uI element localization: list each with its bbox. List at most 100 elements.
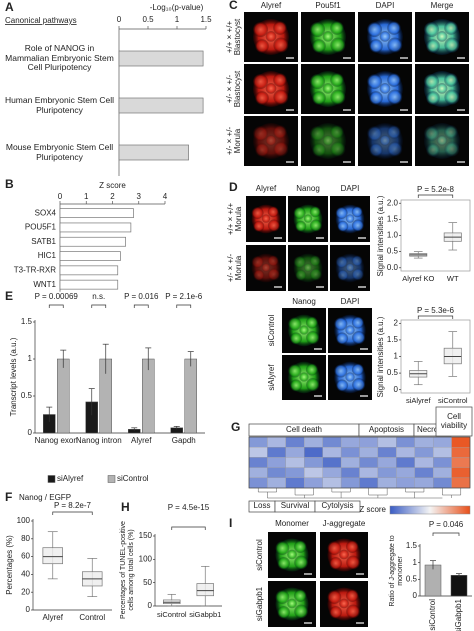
annotation: P = 4.5e-15 — [168, 503, 210, 512]
micrograph-cell — [305, 363, 318, 376]
micrograph-cell — [444, 37, 460, 53]
micrograph-cell — [387, 73, 401, 87]
group-label-box: Cytolysis — [321, 501, 353, 510]
micrograph-cell — [255, 91, 269, 105]
x-tick-label: 4 — [163, 192, 168, 201]
group-label: Survival — [280, 501, 310, 511]
micrograph-cell — [273, 125, 287, 139]
micrograph-cell — [345, 214, 355, 223]
y-tick-label: 150 — [139, 531, 153, 540]
micrograph-cell — [312, 39, 326, 53]
y-tick-label: 0 — [394, 385, 399, 394]
y-tick-label: 1.5 — [21, 317, 33, 326]
y-tick-label: T3-TR-RXR — [14, 265, 56, 274]
y-tick-label: 20 — [21, 587, 30, 596]
group-label-box: Loss — [254, 501, 271, 510]
heatmap-cell — [414, 467, 434, 478]
heatmap-cell — [267, 477, 286, 489]
micrograph-cell — [288, 364, 302, 378]
heatmap-cell — [433, 447, 452, 458]
heatmap-cell — [322, 477, 342, 489]
heatmap-cell — [285, 447, 305, 458]
x-tick-label-box: siControl — [438, 397, 468, 405]
heatmap-cell — [322, 467, 342, 478]
micrograph-cell — [273, 21, 287, 35]
y-tick-label: Mouse Embryonic Stem Cell Pluripotency — [5, 142, 114, 162]
micrograph-cell — [309, 73, 326, 90]
heatmap-cell — [304, 447, 323, 458]
heatmap-cell — [451, 467, 471, 478]
micrograph-cell — [293, 540, 307, 554]
micrograph-cell — [273, 89, 289, 105]
x-tick-label: 1 — [84, 192, 89, 201]
micrograph-cell — [369, 91, 383, 105]
micrograph-cell — [329, 605, 343, 619]
group-box — [314, 500, 361, 513]
micrograph-cell — [309, 125, 326, 142]
x-tick-label: Alyref — [131, 437, 152, 445]
y-tick-label: WNT1 — [33, 280, 56, 289]
micrograph-cell — [336, 379, 349, 392]
annotation: P = 0.00069 — [35, 292, 79, 301]
micrograph-cell — [261, 214, 271, 223]
heatmap-cell — [340, 457, 360, 468]
bar — [59, 251, 121, 261]
heatmap-cell — [451, 457, 471, 468]
micrograph-cell — [303, 263, 313, 272]
micrograph-cell — [275, 590, 290, 605]
x-tick-label: siAlyref — [405, 397, 431, 405]
y-tick-label: 1 — [413, 558, 418, 567]
x-tick-label: WT — [446, 275, 459, 283]
y-tick-label: 100 — [139, 554, 153, 563]
annotation: P = 5.3e-6 — [417, 306, 455, 315]
micrograph-cell — [267, 206, 279, 218]
micrograph-cell — [294, 555, 309, 570]
column-header: Alyref — [256, 184, 277, 193]
x-tick-label-box: siControl — [156, 611, 187, 619]
heatmap-cell — [285, 457, 305, 468]
micrograph-cell — [352, 377, 366, 392]
y-tick-label-box: Role of NANOG in Mammalian Embryonic Ste… — [5, 44, 114, 72]
panel-letter: A — [5, 0, 14, 14]
bar — [59, 236, 126, 247]
micrograph-cell — [351, 268, 364, 281]
axis-title: Percentages of TUNEL-positive cells amon… — [120, 521, 135, 619]
micrograph-cell — [345, 589, 359, 603]
panel-letter: H — [121, 500, 130, 514]
micrograph-cell — [255, 143, 269, 157]
axis-title: Z score — [99, 181, 126, 190]
x-tick-label: Alyref — [42, 614, 63, 622]
box — [42, 547, 63, 565]
axis-title-box: Percentages of TUNEL-positive cells amon… — [120, 521, 135, 619]
column-header: J-aggregate — [323, 519, 366, 528]
micrograph-cell — [444, 141, 460, 157]
micrograph-cell — [387, 125, 401, 139]
micrograph-cell — [251, 206, 264, 220]
micrograph-cell — [423, 21, 440, 38]
heatmap-cell — [414, 436, 434, 448]
group-label: Necrosis — [416, 424, 449, 434]
significance-bracket — [417, 315, 454, 319]
heatmap-cell — [451, 436, 471, 448]
column-header: DAPI — [341, 184, 360, 193]
dendrogram — [442, 488, 462, 498]
heatmap-cell — [304, 477, 323, 489]
x-tick-label: siControl — [156, 611, 187, 619]
y-tick-label: 60 — [21, 552, 30, 561]
micrograph-cell — [273, 37, 289, 53]
micrograph-cell — [309, 255, 321, 267]
y-tick-label: SATB1 — [31, 237, 56, 246]
micrograph-cell — [327, 541, 342, 556]
dendrogram — [368, 488, 388, 498]
annotation: P = 0.016 — [124, 292, 159, 301]
y-tick-label: 0 — [148, 601, 153, 610]
micrograph-cell — [351, 363, 364, 376]
micrograph-cell — [306, 330, 320, 345]
micrograph-cell — [277, 605, 291, 619]
x-tick-label: 0 — [117, 15, 122, 24]
micrograph-cell — [273, 73, 287, 87]
heatmap-cell — [377, 436, 397, 448]
row-label: Morula — [233, 128, 242, 153]
heatmap-cell — [377, 457, 397, 468]
y-tick-label: 0.0 — [387, 263, 399, 272]
